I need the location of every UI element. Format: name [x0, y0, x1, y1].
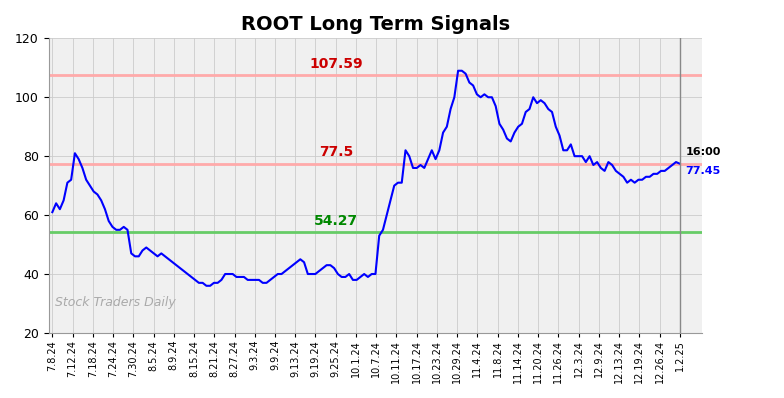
Text: 77.5: 77.5 [319, 145, 354, 159]
Title: ROOT Long Term Signals: ROOT Long Term Signals [241, 15, 510, 34]
Text: Stock Traders Daily: Stock Traders Daily [55, 297, 176, 309]
Text: 77.45: 77.45 [685, 166, 720, 176]
Text: 16:00: 16:00 [685, 147, 720, 157]
Text: 54.27: 54.27 [314, 214, 358, 228]
Text: 107.59: 107.59 [310, 57, 363, 70]
